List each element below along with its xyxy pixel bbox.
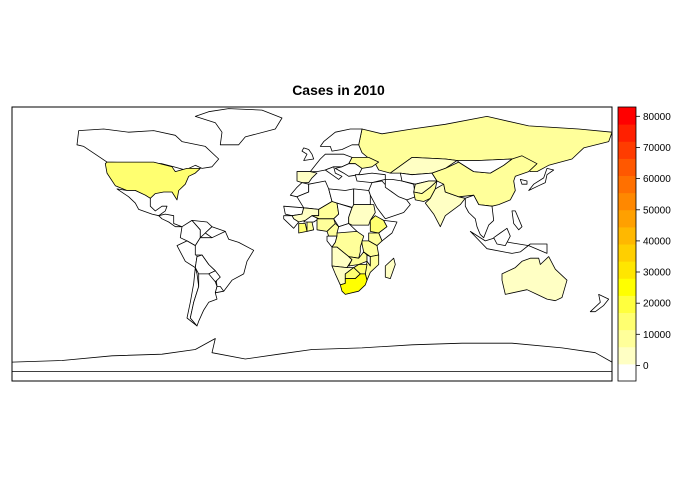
legend-tick-label: 10000 bbox=[643, 330, 671, 341]
legend-swatch bbox=[618, 107, 636, 125]
region-india bbox=[424, 183, 466, 228]
legend-frame bbox=[617, 106, 637, 382]
region-turkey bbox=[354, 172, 386, 184]
legend-swatch bbox=[618, 192, 636, 211]
region-centralam bbox=[158, 213, 183, 228]
legend-tick-label: 60000 bbox=[643, 174, 671, 185]
legend-tick-label: 70000 bbox=[643, 143, 671, 154]
legend-swatch bbox=[618, 175, 636, 194]
region-uk bbox=[301, 147, 315, 161]
region-burkinafaso bbox=[303, 215, 320, 223]
region-newzealand bbox=[589, 293, 610, 313]
legend-tick-label: 80000 bbox=[643, 112, 671, 123]
region-antarctica bbox=[11, 338, 613, 373]
region-greenland bbox=[194, 108, 283, 146]
region-russia bbox=[358, 116, 613, 174]
legend-tick-label: 20000 bbox=[643, 299, 671, 310]
region-philippines bbox=[511, 210, 523, 231]
legend-swatch bbox=[618, 244, 636, 262]
region-mongolia bbox=[456, 158, 513, 174]
region-australia bbox=[501, 256, 568, 302]
world-map bbox=[11, 108, 613, 373]
legend-swatch bbox=[618, 295, 636, 314]
legend-swatch bbox=[618, 312, 636, 331]
legend-swatch bbox=[618, 278, 636, 296]
region-argentina bbox=[189, 273, 218, 327]
legend-swatch bbox=[618, 124, 636, 142]
region-uruguay bbox=[214, 286, 225, 294]
legend-swatch bbox=[618, 329, 636, 348]
region-sudan bbox=[348, 204, 376, 226]
region-canada bbox=[76, 128, 220, 171]
legend-tick-label: 40000 bbox=[643, 236, 671, 247]
region-spain bbox=[296, 171, 318, 184]
region-italy bbox=[324, 166, 343, 180]
region-westafrica bbox=[283, 215, 300, 229]
legend-tick-label: 50000 bbox=[643, 205, 671, 216]
region-mexico bbox=[116, 188, 168, 217]
legend-swatch bbox=[618, 209, 636, 228]
region-peru bbox=[176, 240, 198, 269]
color-legend: 0 10000 20000 30000 40000 50000 60000 70000 8000… bbox=[617, 106, 671, 382]
region-madagascar bbox=[384, 257, 396, 280]
region-seasia bbox=[464, 194, 495, 239]
region-south-africa bbox=[339, 273, 368, 295]
legend-swatch bbox=[618, 158, 636, 177]
region-iran bbox=[384, 178, 416, 201]
legend-swatch bbox=[618, 346, 636, 365]
region-korea bbox=[519, 178, 528, 185]
region-borneo bbox=[493, 227, 511, 247]
region-cote-d-ivoire bbox=[298, 223, 308, 234]
legend-swatch bbox=[618, 226, 636, 245]
map-title: Cases in 2010 bbox=[292, 82, 385, 98]
region-ghana bbox=[306, 221, 315, 232]
legend-tick-label: 0 bbox=[643, 361, 649, 372]
legend-swatch bbox=[618, 363, 636, 382]
map-frame bbox=[11, 106, 613, 382]
region-japan bbox=[528, 167, 555, 191]
legend-tick-label: 30000 bbox=[643, 268, 671, 279]
legend-swatch bbox=[618, 261, 636, 279]
region-egypt bbox=[353, 188, 371, 206]
region-scandinavia bbox=[319, 128, 363, 152]
legend-swatch bbox=[618, 141, 636, 159]
